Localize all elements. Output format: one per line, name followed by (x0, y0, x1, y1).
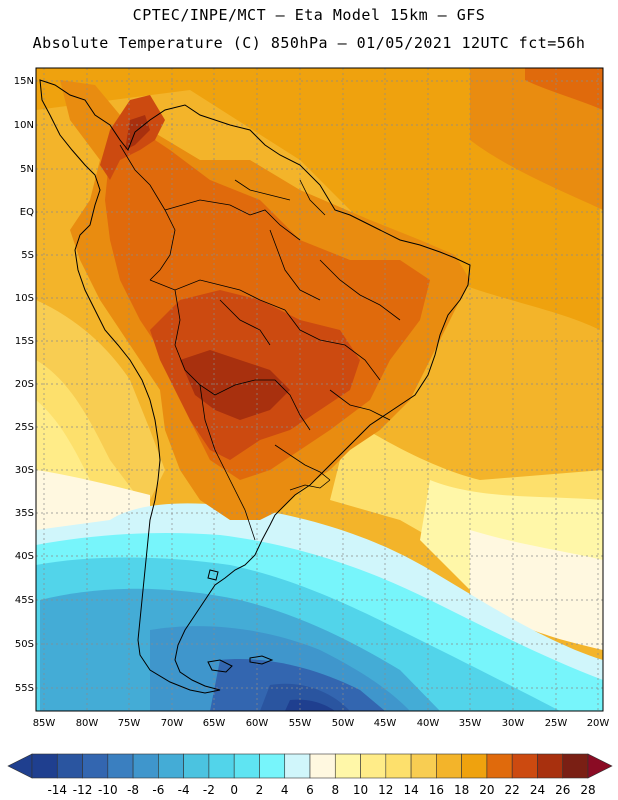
map-grid (36, 68, 603, 711)
colorbar-label: 24 (530, 783, 545, 797)
lat-label: 40S (15, 551, 34, 562)
colorbar-swatch (31, 753, 58, 779)
lon-label: 50W (332, 718, 355, 729)
colorbar-swatch (309, 753, 336, 779)
colorbar-label: 4 (281, 783, 289, 797)
lon-label: 85W (33, 718, 56, 729)
lat-label: 15S (15, 336, 34, 347)
colorbar-label: -8 (127, 783, 139, 797)
lon-label: 80W (76, 718, 99, 729)
colorbar-label: 22 (505, 783, 520, 797)
lon-label: 75W (118, 718, 141, 729)
colorbar-swatch (410, 753, 437, 779)
colorbar-label: 2 (256, 783, 264, 797)
lat-label: 10S (15, 293, 34, 304)
lat-label: 50S (15, 639, 34, 650)
colorbar-arrow-high (587, 753, 613, 779)
lat-label: 5N (20, 164, 34, 175)
lon-label: 25W (545, 718, 568, 729)
colorbar-swatch (385, 753, 412, 779)
map-frame (35, 67, 604, 712)
coastlines (39, 79, 471, 694)
colorbar-swatch (511, 753, 538, 779)
colorbar-label: 6 (306, 783, 314, 797)
colorbar-label: 8 (331, 783, 339, 797)
colorbar-label: -2 (203, 783, 215, 797)
lat-label: 30S (15, 465, 34, 476)
lon-label: 70W (161, 718, 184, 729)
colorbar-swatches (7, 753, 613, 779)
colorbar-swatch (132, 753, 159, 779)
temperature-field (36, 68, 603, 711)
colorbar-swatch (56, 753, 83, 779)
colorbar-label: -14 (47, 783, 67, 797)
colorbar-label: -12 (73, 783, 93, 797)
colorbar-swatch (461, 753, 488, 779)
colorbar-label: 12 (378, 783, 393, 797)
lat-label: 15N (14, 76, 34, 87)
colorbar-label: -6 (152, 783, 164, 797)
longitude-labels: 85W 80W 75W 70W 65W 60W 55W 50W 45W 40W 35W 30W 25W 2… (33, 718, 610, 729)
colorbar-swatch (208, 753, 235, 779)
lon-label: 60W (246, 718, 269, 729)
lat-label: 55S (15, 683, 34, 694)
colorbar-swatch (486, 753, 513, 779)
colorbar-label: 28 (580, 783, 595, 797)
lon-label: 40W (417, 718, 440, 729)
colorbar-label: 18 (454, 783, 469, 797)
colorbar-swatch (158, 753, 184, 779)
colorbar-label: -4 (178, 783, 190, 797)
colorbar-label: 0 (230, 783, 238, 797)
colorbar-swatch (562, 753, 589, 779)
lat-label: EQ (20, 207, 34, 218)
lon-label: 45W (374, 718, 397, 729)
colorbar-swatch (537, 753, 564, 779)
colorbar-label: 26 (555, 783, 570, 797)
lat-label: 10N (14, 120, 34, 131)
lat-label: 45S (15, 595, 34, 606)
colorbar-label: 20 (479, 783, 494, 797)
lat-label: 20S (15, 379, 34, 390)
lat-label: 35S (15, 508, 34, 519)
colorbar-label: -10 (98, 783, 118, 797)
colorbar-label: 10 (353, 783, 368, 797)
lon-label: 35W (459, 718, 482, 729)
colorbar-swatch (183, 753, 210, 779)
colorbar-swatch (82, 753, 109, 779)
colorbar-label: 16 (429, 783, 444, 797)
political-borders (119, 144, 401, 541)
lat-label: 5S (21, 250, 34, 261)
lat-label: 25S (15, 422, 34, 433)
colorbar: -14 -12 -10 -8 -6 -4 -2 0 2 4 6 8 10 12 14 16 18 20 22 24 26… (7, 753, 613, 797)
temperature-map: 15N 10N 5N EQ 5S 10S 15S 20S 25S 30S 35S 40S 45S 50S 5… (14, 67, 610, 729)
title-line-1: CPTEC/INPE/MCT — Eta Model 15km — GFS (132, 6, 486, 24)
colorbar-swatch (233, 753, 260, 779)
colorbar-swatch (259, 753, 286, 779)
colorbar-arrow-low (7, 753, 33, 779)
lon-label: 65W (203, 718, 226, 729)
colorbar-swatch (360, 753, 387, 779)
lon-label: 30W (502, 718, 525, 729)
colorbar-swatch (107, 753, 134, 779)
colorbar-swatch (436, 753, 462, 779)
lon-label: 20W (587, 718, 610, 729)
colorbar-labels: -14 -12 -10 -8 -6 -4 -2 0 2 4 6 8 10 12 14 16 18 20 22 24 26… (47, 783, 595, 797)
lon-label: 55W (289, 718, 312, 729)
title-line-2: Absolute Temperature (C) 850hPa — 01/05/… (32, 34, 586, 52)
colorbar-swatch (284, 753, 311, 779)
latitude-labels: 15N 10N 5N EQ 5S 10S 15S 20S 25S 30S 35S 40S 45S 50S 5… (14, 76, 34, 694)
colorbar-swatch (334, 753, 361, 779)
colorbar-label: 14 (403, 783, 418, 797)
